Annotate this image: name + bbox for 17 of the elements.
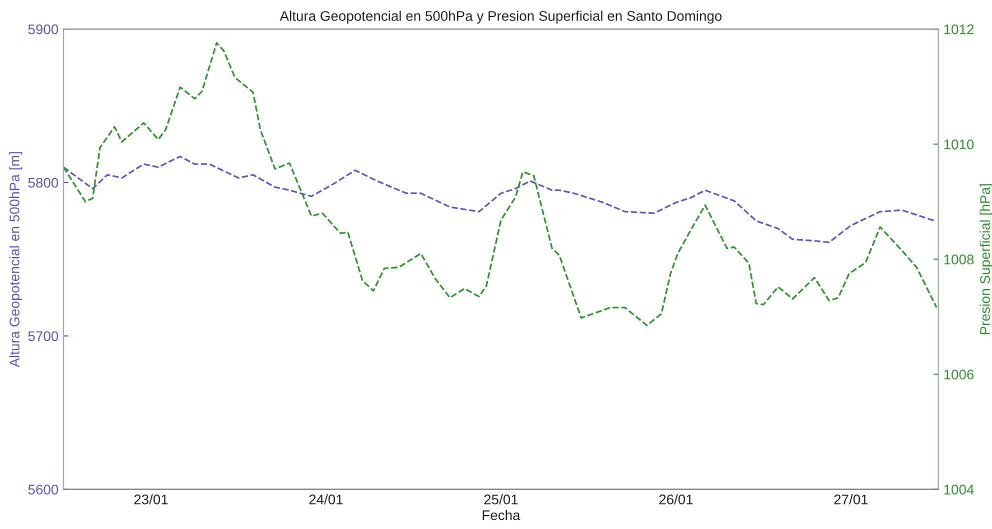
- x-axis-title: Fecha: [482, 510, 520, 520]
- x-tick-label: 26/01: [659, 494, 693, 504]
- y-axis-title: Altura Geopotencial en 500hPa [m]: [9, 152, 22, 368]
- x-tick-label: 23/01: [134, 494, 168, 504]
- y2-tick-label: 1004: [944, 484, 974, 494]
- chart-title: Altura Geopotencial en 500hPa y Presion Superficial en Santo Domingo: [280, 10, 722, 24]
- y2-tick-label: 1012: [944, 24, 974, 34]
- y-tick-label: 5900: [28, 24, 58, 34]
- x-tick-label: 25/01: [484, 494, 518, 504]
- y2-tick-label: 1010: [944, 139, 974, 150]
- y-tick-label: 5800: [28, 178, 58, 188]
- x-tick-label: 27/01: [834, 494, 868, 504]
- y2-tick-label: 1006: [944, 370, 974, 380]
- y2-tick-label: 1008: [944, 254, 974, 264]
- x-tick-label: 24/01: [309, 494, 343, 504]
- y-tick-label: 5700: [28, 331, 58, 342]
- y-tick-label: 5600: [28, 484, 58, 494]
